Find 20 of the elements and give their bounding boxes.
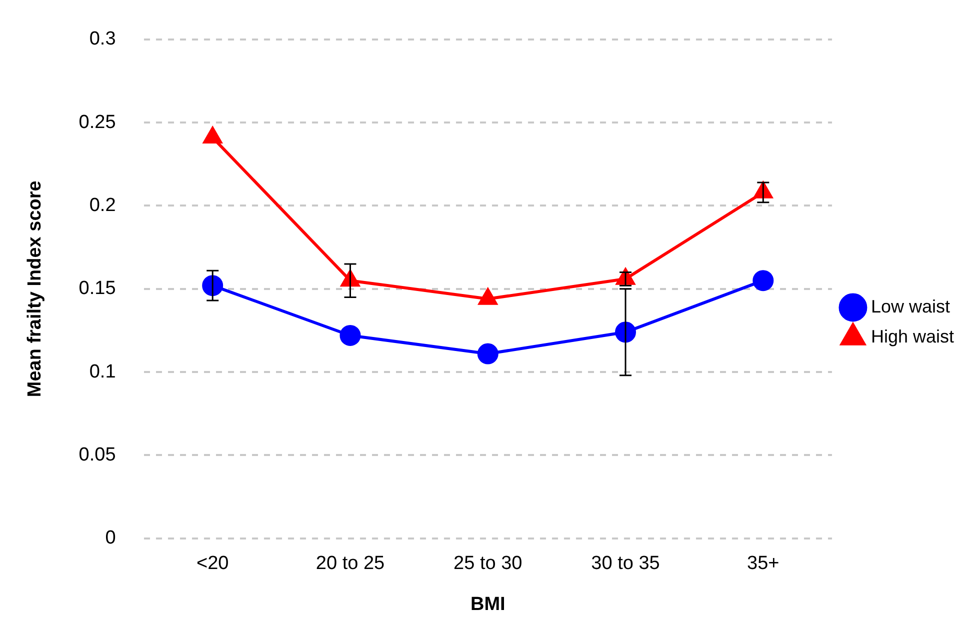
point	[340, 324, 361, 346]
legend-label: High waist	[870, 326, 954, 346]
y-tick-label: 0.1	[89, 361, 116, 382]
y-tick-label: 0.3	[89, 28, 116, 50]
point	[477, 343, 498, 364]
x-tick-label: 25 to 30	[454, 553, 522, 574]
y-tick-label: 0.2	[89, 194, 116, 216]
point	[203, 127, 222, 144]
y-tick-label: 0.15	[78, 278, 116, 300]
point	[752, 270, 774, 292]
x-tick-label: 30 to 35	[591, 553, 660, 574]
y-tick-label: 0.05	[78, 444, 116, 466]
x-axis-title: BMI	[470, 594, 506, 615]
x-tick-label: 20 to 25	[316, 553, 385, 574]
y-tick-label: 0	[105, 528, 116, 549]
legend-label: Low waist	[870, 296, 950, 316]
y-tick-label: 0.25	[78, 112, 116, 133]
x-tick-label: <20	[196, 553, 229, 574]
x-tick-label: 35+	[747, 553, 780, 574]
y-axis-title: Mean frailty Index score	[24, 180, 46, 398]
